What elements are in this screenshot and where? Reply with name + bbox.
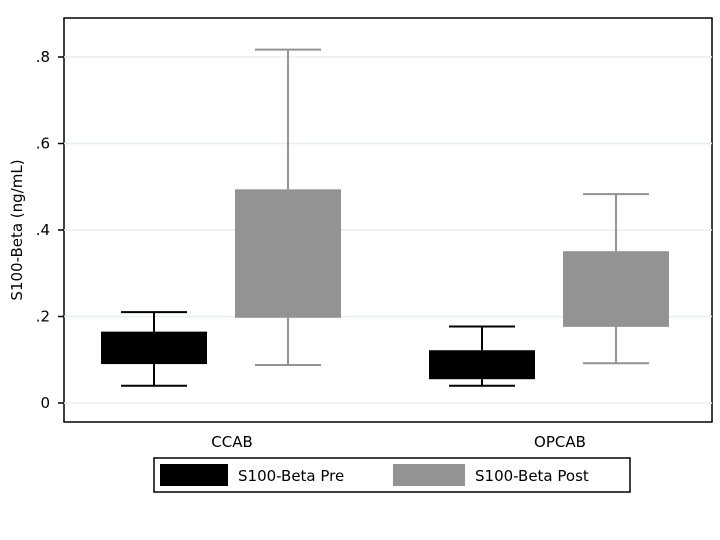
y-tick-label: 0 — [40, 394, 50, 412]
boxes — [101, 48, 669, 387]
legend: S100-Beta Pre S100-Beta Post — [153, 457, 631, 493]
x-category-labels: CCAB OPCAB — [211, 433, 586, 451]
legend-frame — [153, 457, 631, 493]
y-axis-label: S100-Beta (ng/mL) — [8, 159, 26, 300]
box-body — [235, 189, 341, 318]
legend-label-post: S100-Beta Post — [475, 467, 589, 485]
box-body — [563, 251, 669, 327]
x-category-label: CCAB — [211, 433, 253, 451]
legend-swatch-pre — [160, 464, 228, 486]
y-tick-label: .8 — [36, 48, 50, 66]
y-tick-label: .2 — [36, 308, 50, 326]
box-0-1 — [429, 325, 535, 387]
legend-label-pre: S100-Beta Pre — [238, 467, 344, 485]
x-category-label: OPCAB — [534, 433, 586, 451]
box-1-0 — [235, 48, 341, 366]
y-axis: 0 .2 .4 .6 .8 — [36, 48, 64, 412]
y-tick-label: .4 — [36, 221, 50, 239]
y-tick-label: .6 — [36, 135, 50, 153]
legend-swatch-post — [393, 464, 465, 486]
box-1-1 — [563, 193, 669, 365]
box-body — [429, 350, 535, 380]
box-body — [101, 331, 207, 365]
box-0-0 — [101, 311, 207, 387]
